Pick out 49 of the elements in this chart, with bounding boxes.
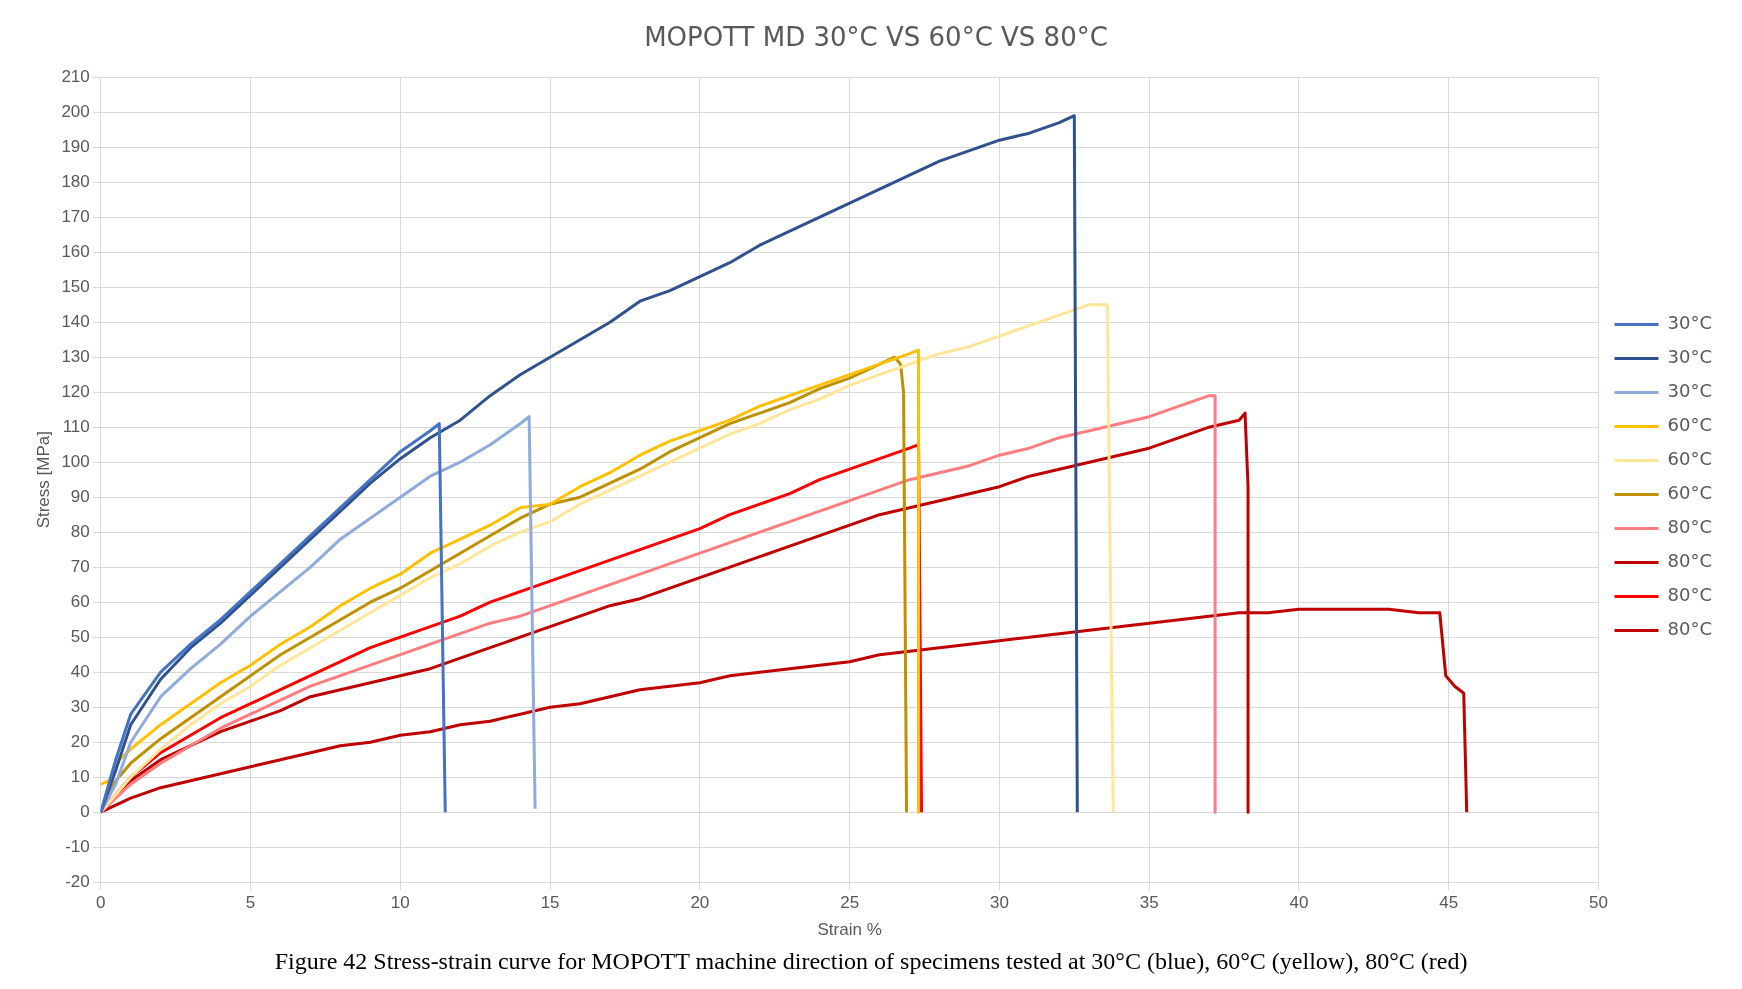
y-tick-label: 30: [70, 696, 90, 716]
y-tick-label: 190: [61, 136, 90, 156]
legend-label: 80°C: [1667, 550, 1713, 572]
x-tick-label: 35: [1139, 893, 1159, 913]
x-tick-label: 45: [1439, 893, 1459, 913]
x-tick-label: 25: [840, 893, 860, 913]
legend-label: 30°C: [1667, 380, 1713, 402]
y-tick-label: 170: [61, 206, 90, 226]
y-tick-label: 20: [70, 731, 90, 751]
legend-label: 80°C: [1667, 584, 1713, 606]
x-tick-label: 5: [245, 893, 256, 913]
legend-label: 80°C: [1667, 516, 1713, 538]
y-tick-label: 140: [61, 311, 90, 331]
y-tick-label: 90: [70, 486, 90, 506]
y-tick-label: 150: [61, 276, 90, 296]
y-tick-label: 160: [61, 241, 90, 261]
y-tick-label: 50: [70, 626, 90, 646]
y-tick-label: 80: [70, 521, 90, 541]
y-tick-label: 70: [70, 556, 90, 576]
y-tick-label: 110: [62, 416, 90, 436]
x-tick-label: 30: [989, 893, 1009, 913]
x-tick-label: 50: [1589, 893, 1608, 913]
y-tick-label: 120: [61, 381, 90, 401]
y-tick-label: 40: [70, 661, 90, 681]
legend-label: 60°C: [1667, 414, 1713, 436]
legend-label: 30°C: [1667, 346, 1713, 368]
y-tick-label: 60: [70, 591, 90, 611]
y-tick-label: 200: [61, 101, 90, 121]
y-tick-label: 180: [61, 171, 90, 191]
x-axis-title: Strain %: [817, 920, 882, 940]
y-tick-label: 10: [70, 766, 90, 786]
x-tick-label: 0: [96, 893, 106, 913]
y-tick-label: -10: [65, 836, 90, 856]
legend-label: 80°C: [1667, 618, 1713, 640]
caption: Figure 42 Stress-strain curve for MOPOTT machine direction of specimens tested at 30°C (blue), 60°C (yellow), 80°C (red): [273, 948, 1469, 975]
x-tick-label: 40: [1289, 893, 1309, 913]
y-tick-label: -20: [65, 871, 90, 891]
legend-label: 60°C: [1667, 482, 1713, 504]
legend-label: 60°C: [1667, 448, 1713, 470]
y-axis-title: Stress [MPa]: [33, 431, 53, 529]
y-tick-label: 210: [61, 66, 90, 86]
x-tick-label: 20: [690, 893, 710, 913]
y-tick-label: 100: [61, 451, 90, 471]
y-tick-label: 130: [61, 346, 90, 366]
x-tick-label: 10: [390, 893, 410, 913]
y-tick-label: 0: [80, 801, 90, 821]
x-tick-label: 15: [540, 893, 560, 913]
legend-label: 30°C: [1667, 312, 1713, 334]
chart-title: MOPOTT MD 30°C VS 60°C VS 80°C: [644, 22, 1108, 53]
